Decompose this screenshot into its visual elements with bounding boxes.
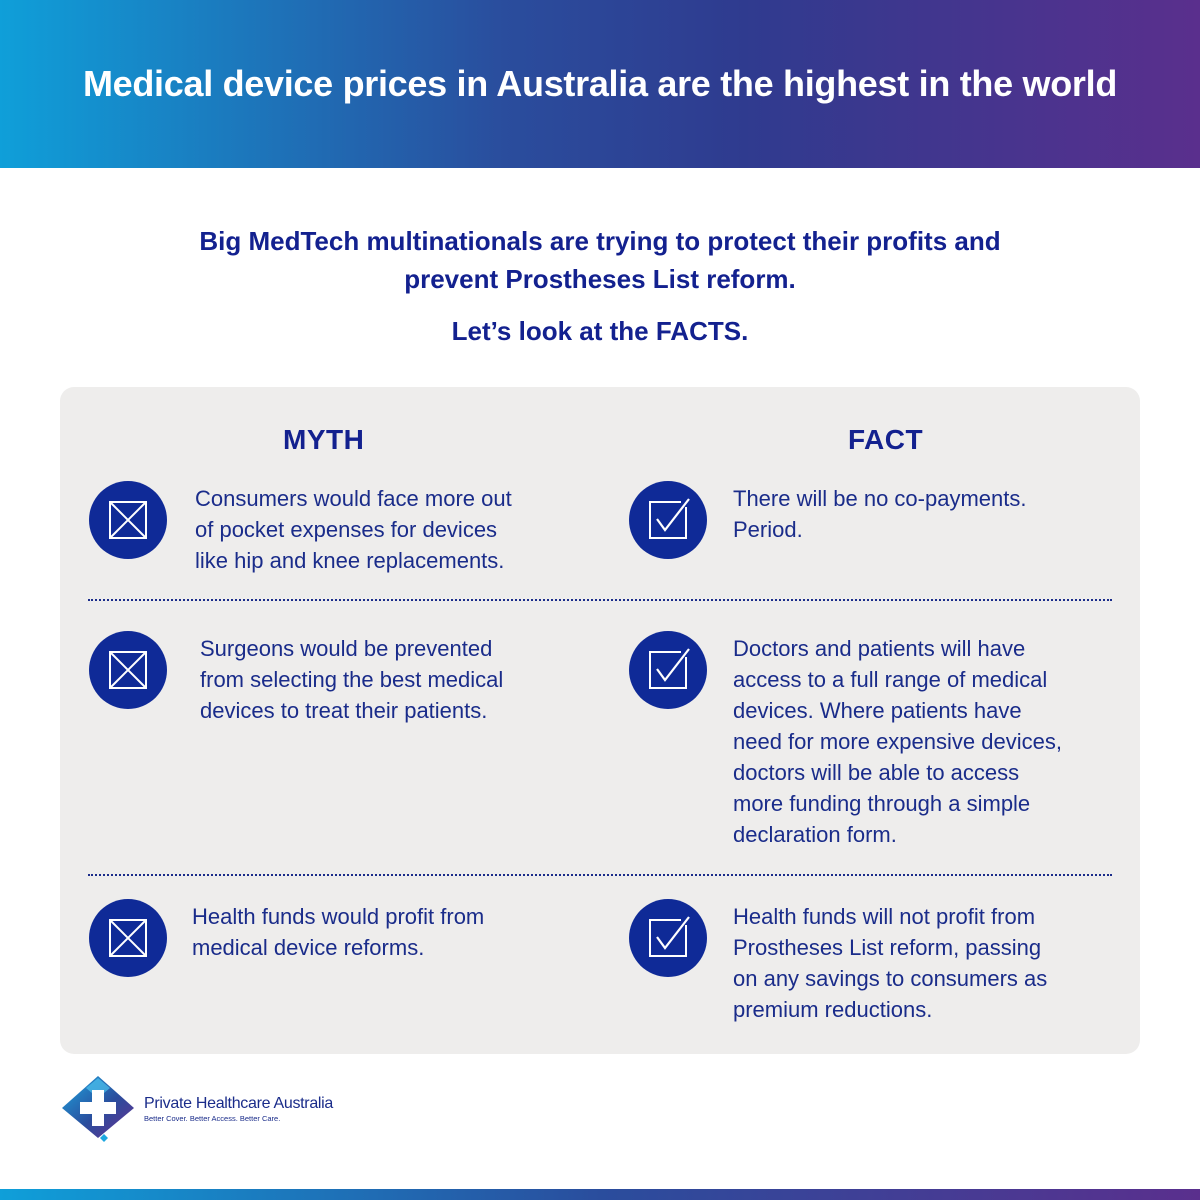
text-line: Consumers would face more out: [195, 486, 512, 511]
text-line: need for more expensive devices,: [733, 729, 1062, 754]
text-line: devices to treat their patients.: [200, 698, 488, 723]
check-box-icon: [629, 481, 707, 559]
text-line: access to a full range of medical: [733, 667, 1048, 692]
text-line: Doctors and patients will have: [733, 636, 1026, 661]
myth-text-2: Surgeons would be prevented from selecti…: [200, 633, 503, 726]
text-line: declaration form.: [733, 822, 897, 847]
text-line: like hip and knee replacements.: [195, 548, 505, 573]
text-line: Surgeons would be prevented: [200, 636, 493, 661]
text-line: of pocket expenses for devices: [195, 517, 498, 542]
text-line: Health funds will not profit from: [733, 904, 1036, 929]
brand-logo: Private Healthcare Australia Better Cove…: [60, 1076, 380, 1142]
text-line: Prostheses List reform, passing: [733, 935, 1042, 960]
brand-tagline: Better Cover. Better Access. Better Care…: [144, 1114, 281, 1123]
intro-lead: Big MedTech multinationals are trying to…: [0, 222, 1200, 298]
text-line: Health funds would profit from: [192, 904, 485, 929]
cross-box-icon: [89, 631, 167, 709]
intro-line-1: Big MedTech multinationals are trying to…: [199, 226, 1001, 256]
check-box-icon: [629, 899, 707, 977]
row-divider: [88, 874, 1112, 876]
brand-name: Private Healthcare Australia: [144, 1095, 333, 1113]
intro-block: Big MedTech multinationals are trying to…: [0, 222, 1200, 347]
text-line: devices. Where patients have: [733, 698, 1022, 723]
myth-text-1: Consumers would face more out of pocket …: [195, 483, 512, 576]
myth-column-heading: MYTH: [283, 424, 365, 455]
text-line: Period.: [733, 517, 803, 542]
myth-fact-panel: [60, 387, 1140, 1054]
text-line: premium reductions.: [733, 997, 933, 1022]
header-banner: Medical device prices in Australia are t…: [0, 0, 1200, 168]
fact-column-heading: FACT: [848, 424, 924, 455]
text-line: from selecting the best medical: [200, 667, 504, 692]
intro-facts: Let’s look at the FACTS.: [451, 316, 749, 346]
text-line: doctors will be able to access: [733, 760, 1020, 785]
text-line: There will be no co-payments.: [733, 486, 1027, 511]
text-line: medical device reforms.: [192, 935, 425, 960]
fact-text-3: Health funds will not profit from Prosth…: [733, 901, 1047, 1025]
footer-gradient-bar: [0, 1189, 1200, 1200]
fact-text-1: There will be no co-payments. Period.: [733, 483, 1026, 545]
check-box-icon: [629, 631, 707, 709]
myth-text-3: Health funds would profit from medical d…: [192, 901, 484, 963]
brand-name-bold: Private Healthcare: [144, 1095, 271, 1112]
text-line: more funding through a simple: [733, 791, 1031, 816]
page-title: Medical device prices in Australia are t…: [82, 63, 1118, 104]
cross-box-icon: [89, 481, 167, 559]
text-line: on any savings to consumers as: [733, 966, 1048, 991]
cross-box-icon: [89, 899, 167, 977]
fact-text-2: Doctors and patients will have access to…: [733, 633, 1062, 850]
row-divider: [88, 599, 1112, 601]
brand-name-rest: Australia: [270, 1095, 334, 1112]
intro-line-2: prevent Prostheses List reform.: [404, 264, 796, 294]
cross-diamond-icon: [62, 1076, 134, 1142]
